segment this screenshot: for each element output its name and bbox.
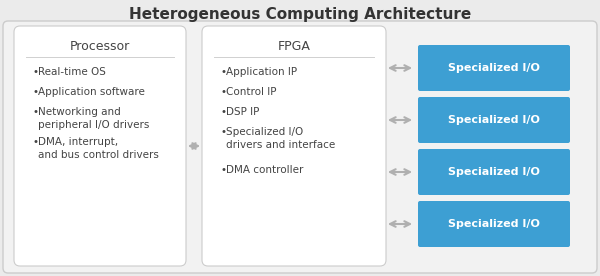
Text: Specialized I/O
drivers and interface: Specialized I/O drivers and interface [226,127,335,150]
Text: Specialized I/O: Specialized I/O [448,219,540,229]
Text: •: • [220,67,226,77]
Text: •: • [220,127,226,137]
Text: Networking and
peripheral I/O drivers: Networking and peripheral I/O drivers [38,107,149,130]
Text: Real-time OS: Real-time OS [38,67,106,77]
Text: Specialized I/O: Specialized I/O [448,167,540,177]
Text: •: • [32,87,38,97]
Text: Specialized I/O: Specialized I/O [448,115,540,125]
Text: Specialized I/O: Specialized I/O [448,63,540,73]
Text: •: • [32,67,38,77]
Text: •: • [220,165,226,175]
Text: Processor: Processor [70,41,130,54]
Text: DMA controller: DMA controller [226,165,304,175]
Text: DSP IP: DSP IP [226,107,259,117]
Text: Heterogeneous Computing Architecture: Heterogeneous Computing Architecture [129,7,471,22]
FancyBboxPatch shape [3,21,597,273]
Text: •: • [220,107,226,117]
Text: FPGA: FPGA [278,41,310,54]
FancyBboxPatch shape [418,97,570,143]
Text: Application IP: Application IP [226,67,297,77]
FancyBboxPatch shape [418,149,570,195]
FancyBboxPatch shape [418,45,570,91]
FancyBboxPatch shape [14,26,186,266]
Text: Application software: Application software [38,87,145,97]
Text: Control IP: Control IP [226,87,277,97]
FancyBboxPatch shape [202,26,386,266]
Text: DMA, interrupt,
and bus control drivers: DMA, interrupt, and bus control drivers [38,137,159,160]
Text: •: • [220,87,226,97]
Text: •: • [32,137,38,147]
FancyBboxPatch shape [418,201,570,247]
Text: •: • [32,107,38,117]
